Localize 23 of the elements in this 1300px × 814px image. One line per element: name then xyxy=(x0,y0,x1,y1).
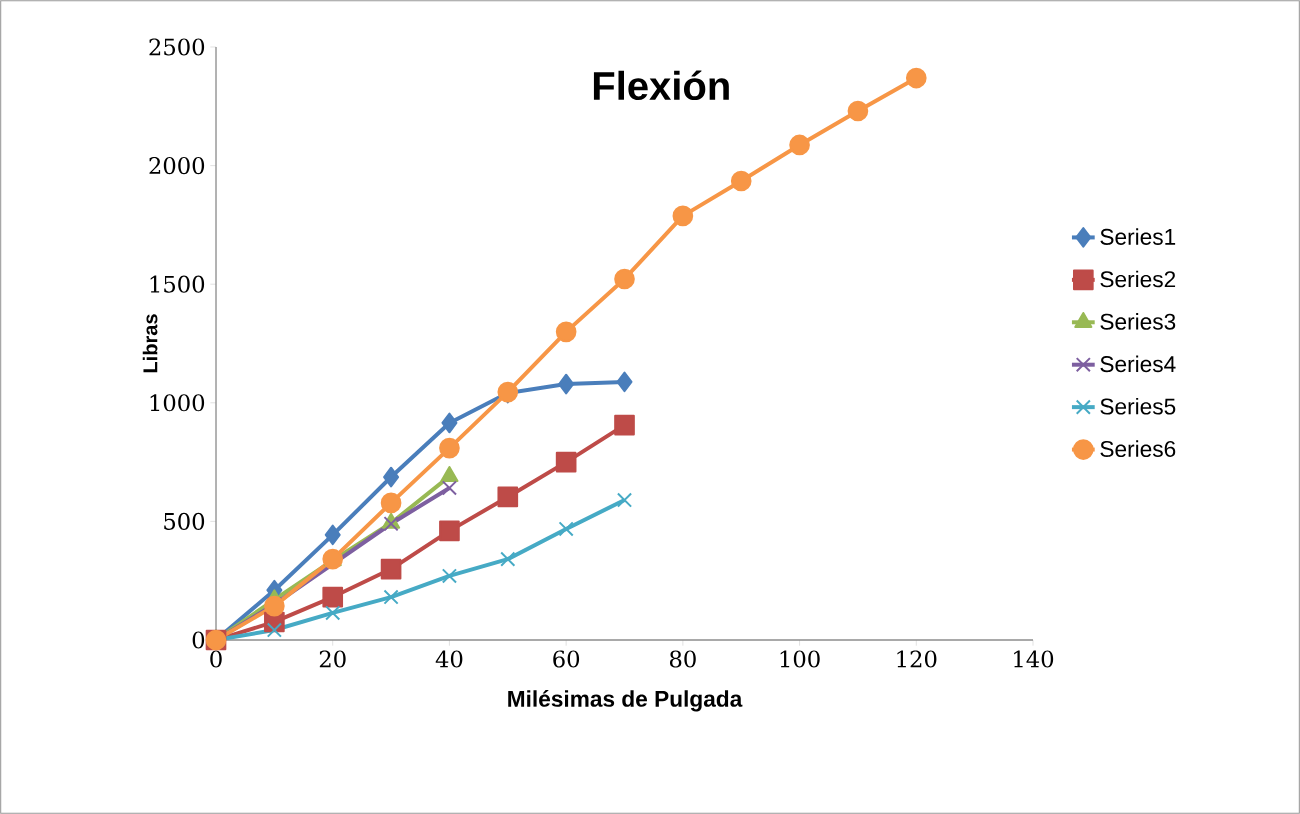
legend-label: Series3 xyxy=(1100,313,1176,330)
x-tick-label: 140 xyxy=(1014,650,1054,668)
chart-title: Flexión xyxy=(593,70,729,101)
x-tick-label: 80 xyxy=(669,650,696,668)
x-tick-label: 60 xyxy=(553,650,580,668)
x-axis-title: Milésimas de Pulgada xyxy=(508,690,743,712)
x-tick-label: 20 xyxy=(319,650,346,668)
y-tick-label: 2500 xyxy=(149,38,205,56)
y-tick-label: 1500 xyxy=(150,275,205,293)
x-tick-label: 0 xyxy=(210,650,222,668)
y-tick-label: 0 xyxy=(192,631,205,649)
y-tick-label: 2000 xyxy=(149,157,205,175)
y-tick-label: 500 xyxy=(164,512,205,530)
legend-label: Series5 xyxy=(1100,397,1176,415)
legend-label: Series4 xyxy=(1100,355,1176,373)
x-tick-label: 100 xyxy=(780,650,820,668)
legend-label: Series2 xyxy=(1100,270,1176,288)
x-tick-label: 120 xyxy=(897,650,937,668)
legend-label: Series1 xyxy=(1100,228,1176,245)
x-tick-label: 40 xyxy=(435,650,463,668)
legend-label: Series6 xyxy=(1100,440,1176,457)
y-tick-label: 1000 xyxy=(150,394,205,412)
y-axis-title: Libras xyxy=(142,314,158,373)
